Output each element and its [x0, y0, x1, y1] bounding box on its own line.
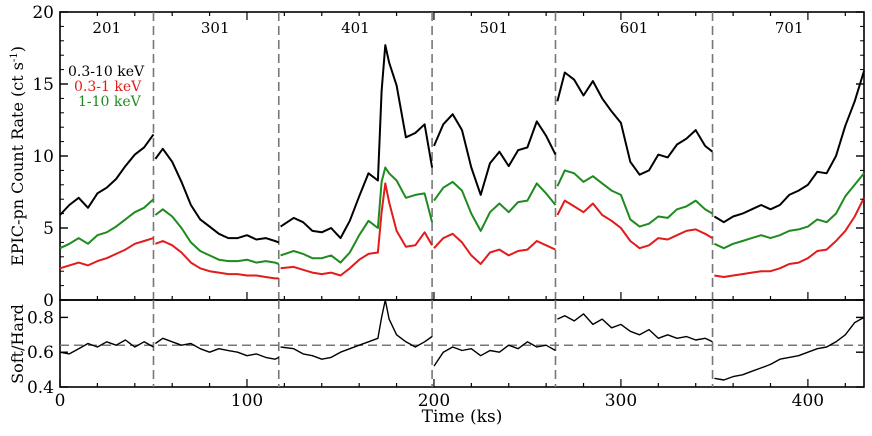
segment-label-301: 301 — [201, 19, 230, 37]
top-series-group — [59, 44, 865, 280]
segment-label-701: 701 — [775, 19, 804, 37]
series-1-segment-3 — [433, 232, 556, 265]
x-axis-label: Time (ks) — [422, 407, 503, 427]
segment-label-501: 501 — [479, 19, 508, 37]
segment-labels: 201 301 401 501 601 701 — [92, 19, 803, 37]
bottom-y-tick-label: 0.8 — [27, 308, 54, 328]
segment-label-401: 401 — [341, 19, 370, 37]
series-0-segment-0 — [59, 133, 155, 216]
ratio-segment-2 — [280, 299, 433, 360]
legend-entry-hard: 1-10 keV — [78, 94, 142, 110]
bottom-x-ticks: 0 100 200 300 400 — [55, 379, 846, 411]
series-2-segment-1 — [154, 208, 280, 265]
top-y-axis-label: EPIC-pn Count Rate (ct s-1) — [8, 46, 27, 266]
ratio-segment-4 — [557, 313, 713, 343]
series-1-segment-0 — [59, 237, 154, 270]
series-1-segment-2 — [280, 182, 433, 277]
series-2-segment-0 — [59, 198, 155, 250]
x-tick-label: 200 — [418, 391, 450, 411]
legend-entry-broadband: 0.3-10 keV — [68, 64, 145, 80]
x-tick-label: 300 — [605, 391, 637, 411]
series-1-segment-5 — [714, 197, 865, 278]
series-0-segment-5 — [713, 70, 865, 224]
x-tick-label: 0 — [55, 391, 66, 411]
top-y-tick-label: 20 — [32, 3, 54, 23]
series-2-segment-3 — [433, 180, 557, 232]
top-panel: 0 5 10 15 20 201 301 401 501 601 701 0.3-10 keV 0… — [8, 3, 865, 311]
bottom-boundary-lines — [152, 300, 714, 387]
bottom-y-axis-label: Soft/Hard — [8, 304, 27, 384]
series-1-segment-1 — [155, 240, 279, 280]
series-2-segment-5 — [713, 172, 865, 250]
series-2-segment-4 — [556, 169, 714, 228]
bottom-y-tick-label: 0.6 — [27, 343, 54, 363]
series-0-segment-3 — [433, 113, 557, 196]
bottom-panel-frame — [59, 299, 865, 388]
top-y-tick-label: 0 — [43, 291, 54, 311]
series-1-segment-4 — [556, 199, 714, 250]
segment-label-201: 201 — [92, 19, 121, 37]
series-0-segment-1 — [154, 147, 280, 244]
legend-entry-soft: 0.3-1 keV — [74, 79, 142, 95]
top-y-tick-label: 10 — [32, 147, 54, 167]
series-0-segment-2 — [280, 44, 434, 240]
ratio-segment-5 — [714, 316, 865, 381]
top-panel-frame — [59, 11, 865, 301]
legend: 0.3-10 keV 0.3-1 keV 1-10 keV — [68, 64, 145, 110]
top-y-tick-label: 15 — [32, 75, 54, 95]
top-x-ticks — [59, 12, 846, 300]
x-tick-label: 400 — [792, 391, 824, 411]
ratio-segment-0 — [59, 339, 154, 355]
ratio-segment-1 — [154, 337, 280, 360]
bottom-panel: 0.4 0.6 0.8 0 100 200 300 400 Soft/Hard Time (… — [8, 299, 865, 427]
x-tick-label: 100 — [231, 391, 263, 411]
series-2-segment-2 — [280, 166, 434, 264]
bottom-y-tick-label: 0.4 — [27, 378, 54, 398]
bottom-y-ticks: 0.4 0.6 0.8 — [27, 308, 864, 398]
top-boundary-lines — [152, 12, 714, 300]
bottom-series-group — [59, 299, 865, 381]
top-y-ticks: 0 5 10 15 20 — [32, 3, 864, 311]
top-y-tick-label: 5 — [43, 219, 54, 239]
series-0-segment-4 — [556, 71, 714, 176]
segment-label-601: 601 — [620, 19, 649, 37]
ratio-segment-3 — [433, 341, 556, 367]
